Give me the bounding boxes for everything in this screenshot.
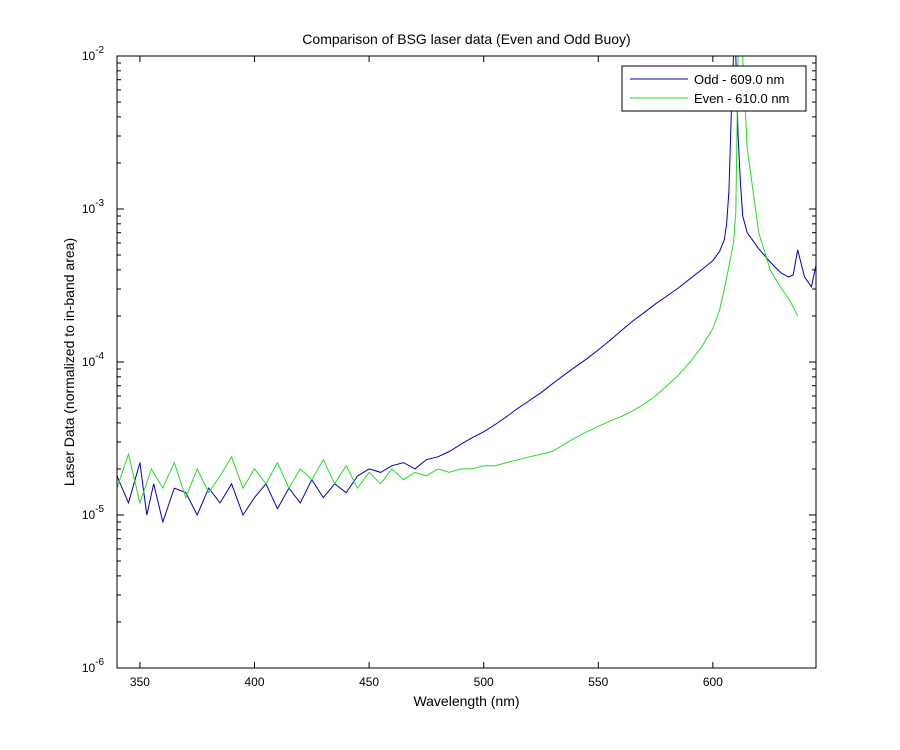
legend-entry-label: Odd - 609.0 nm <box>694 72 784 87</box>
series-lines <box>117 56 816 524</box>
legend-entry-label: Even - 610.0 nm <box>694 91 789 106</box>
chart-title: Comparison of BSG laser data (Even and O… <box>302 31 630 47</box>
x-tick-label: 450 <box>359 675 379 689</box>
plot-frame <box>116 55 817 669</box>
y-tick-base: 10 <box>82 661 96 675</box>
y-tick-exponent: -2 <box>95 45 104 56</box>
y-tick-base: 10 <box>82 49 96 63</box>
y-tick-label: 10-6 <box>82 657 105 675</box>
series-line-even <box>117 56 799 505</box>
x-axis-title: Wavelength (nm) <box>413 693 519 709</box>
y-tick-label: 10-5 <box>82 504 105 522</box>
legend-box <box>621 65 807 112</box>
y-axis-title: Laser Data (normalized to in-band area) <box>61 238 77 486</box>
y-tick-exponent: -5 <box>95 504 104 515</box>
x-tick-label: 550 <box>588 675 608 689</box>
x-tick-label: 350 <box>130 675 150 689</box>
legend: Odd - 609.0 nm Even - 610.0 nm <box>621 65 807 112</box>
y-tick-exponent: -3 <box>95 198 104 209</box>
x-tick-label: 400 <box>244 675 264 689</box>
y-tick-label: 10-3 <box>82 198 105 216</box>
y-tick-label: 10-2 <box>82 45 105 63</box>
y-tick-base: 10 <box>82 355 96 369</box>
y-tick-exponent: -4 <box>95 351 104 362</box>
y-tick-label: 10-4 <box>82 351 105 369</box>
x-tick-label: 500 <box>474 675 494 689</box>
y-tick-exponent: -6 <box>95 657 104 668</box>
y-tick-base: 10 <box>82 202 96 216</box>
y-tick-base: 10 <box>82 508 96 522</box>
series-line-odd <box>117 56 816 524</box>
x-tick-label: 600 <box>703 675 723 689</box>
